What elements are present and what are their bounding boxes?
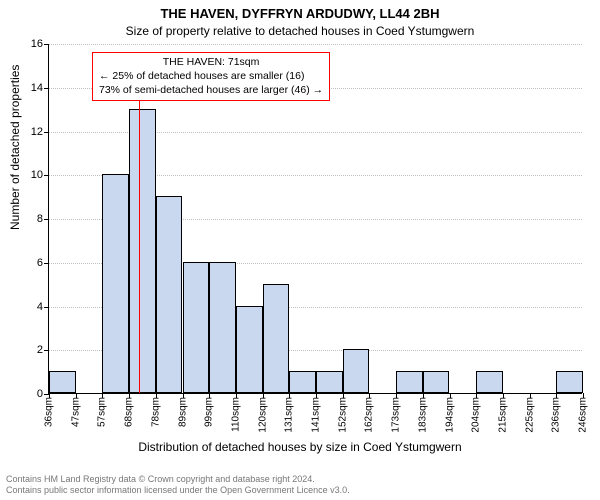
x-axis-label: Distribution of detached houses by size …: [0, 440, 600, 454]
chart-title-sub: Size of property relative to detached ho…: [0, 24, 600, 38]
annotation-line: THE HAVEN: 71sqm: [99, 56, 323, 70]
xtick-label: 225sqm: [524, 393, 535, 433]
histogram-bar: [102, 174, 129, 393]
histogram-bar: [343, 349, 370, 393]
histogram-bar: [476, 371, 503, 393]
xtick-label: 246sqm: [578, 393, 589, 433]
histogram-bar: [236, 306, 263, 394]
footer-line-2: Contains public sector information licen…: [6, 485, 350, 496]
ytick-label: 10: [31, 169, 49, 181]
xtick-label: 236sqm: [551, 393, 562, 433]
xtick-label: 110sqm: [230, 393, 241, 432]
xtick-label: 47sqm: [70, 393, 81, 427]
histogram-bar: [423, 371, 450, 393]
ytick-label: 12: [31, 126, 49, 138]
annotation-line: ← 25% of detached houses are smaller (16…: [99, 70, 323, 84]
xtick-label: 215sqm: [497, 393, 508, 433]
footer-attribution: Contains HM Land Registry data © Crown c…: [6, 474, 350, 497]
xtick-label: 173sqm: [391, 393, 402, 433]
footer-line-1: Contains HM Land Registry data © Crown c…: [6, 474, 350, 485]
plot-area: 024681012141636sqm47sqm57sqm68sqm78sqm89…: [48, 44, 582, 394]
xtick-label: 131sqm: [284, 393, 295, 433]
xtick-label: 162sqm: [364, 393, 375, 433]
xtick-label: 78sqm: [150, 393, 161, 427]
gridline: [49, 44, 582, 45]
xtick-label: 68sqm: [124, 393, 135, 427]
histogram-bar: [263, 284, 290, 393]
xtick-label: 152sqm: [337, 393, 348, 433]
y-axis-label: Number of detached properties: [8, 65, 22, 230]
annotation-box: THE HAVEN: 71sqm← 25% of detached houses…: [92, 52, 330, 101]
histogram-bar: [49, 371, 76, 393]
xtick-label: 204sqm: [471, 393, 482, 433]
xtick-label: 89sqm: [177, 393, 188, 427]
ytick-label: 16: [31, 38, 49, 50]
reference-line: [139, 83, 140, 393]
histogram-bar: [156, 196, 183, 393]
histogram-bar: [556, 371, 583, 393]
histogram-bar: [209, 262, 236, 393]
chart-container: THE HAVEN, DYFFRYN ARDUDWY, LL44 2BH Siz…: [0, 0, 600, 500]
chart-title-main: THE HAVEN, DYFFRYN ARDUDWY, LL44 2BH: [0, 6, 600, 21]
xtick-label: 194sqm: [444, 393, 455, 433]
histogram-bar: [396, 371, 423, 393]
xtick-label: 57sqm: [97, 393, 108, 427]
ytick-label: 8: [37, 213, 49, 225]
ytick-label: 14: [31, 82, 49, 94]
xtick-label: 120sqm: [257, 393, 268, 433]
xtick-label: 141sqm: [311, 393, 322, 433]
histogram-bar: [316, 371, 343, 393]
ytick-label: 6: [37, 257, 49, 269]
histogram-bar: [129, 109, 156, 393]
xtick-label: 183sqm: [417, 393, 428, 433]
histogram-bar: [183, 262, 210, 393]
ytick-label: 2: [37, 344, 49, 356]
histogram-bar: [289, 371, 316, 393]
annotation-line: 73% of semi-detached houses are larger (…: [99, 84, 323, 98]
xtick-label: 99sqm: [204, 393, 215, 427]
ytick-label: 4: [37, 301, 49, 313]
xtick-label: 36sqm: [44, 393, 55, 427]
